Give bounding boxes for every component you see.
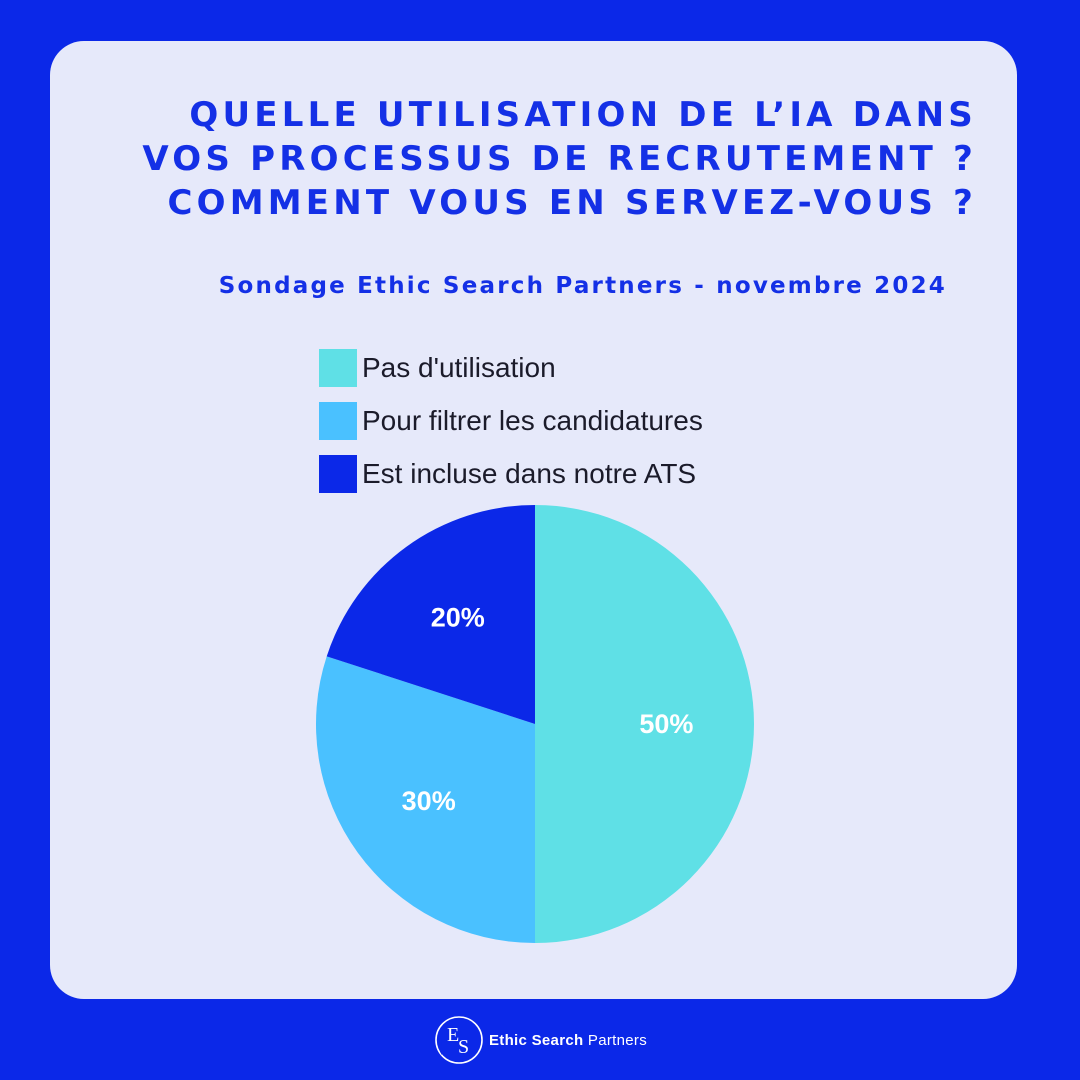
logo-letter-e: E: [447, 1024, 459, 1046]
pie-slice: [535, 505, 754, 943]
chart-subtitle: Sondage Ethic Search Partners - novembre…: [218, 273, 947, 299]
chart-title-line: QUELLE UTILISATION DE L’IA DANS: [189, 95, 977, 135]
legend-label: Pas d'utilisation: [362, 352, 556, 383]
pie-data-label: 50%: [639, 709, 693, 739]
pie-data-label: 20%: [431, 603, 485, 633]
chart-title-line: VOS PROCESSUS DE RECRUTEMENT ?: [142, 139, 977, 179]
brand-name-strong: Ethic Search: [488, 1031, 584, 1049]
legend-item: Pour filtrer les candidatures: [319, 402, 703, 440]
pie-chart: 50% 30% 20%: [316, 505, 754, 943]
footer-brand: E S Ethic Search Partners: [0, 1014, 1080, 1066]
legend-swatch: [319, 349, 357, 387]
legend-label: Est incluse dans notre ATS: [362, 458, 697, 489]
legend-swatch: [319, 455, 357, 493]
chart-title: QUELLE UTILISATION DE L’IA DANS VOS PROC…: [90, 93, 977, 225]
legend-item: Pas d'utilisation: [319, 349, 703, 387]
brand-name-rest: Partners: [583, 1031, 648, 1049]
pie-slice: [316, 656, 535, 943]
ethic-search-logo-icon: E S: [435, 1016, 483, 1064]
logo-letter-s: S: [458, 1036, 469, 1058]
chart-legend: Pas d'utilisation Pour filtrer les candi…: [319, 349, 703, 508]
legend-item: Est incluse dans notre ATS: [319, 455, 703, 493]
legend-swatch: [319, 402, 357, 440]
pie-slice: [326, 505, 535, 724]
legend-label: Pour filtrer les candidatures: [362, 405, 703, 436]
pie-data-label: 30%: [402, 786, 456, 816]
brand-name: Ethic Search Partners: [489, 1032, 647, 1049]
survey-card: QUELLE UTILISATION DE L’IA DANS VOS PROC…: [50, 41, 1017, 999]
chart-title-line: COMMENT VOUS EN SERVEZ-VOUS ?: [167, 183, 977, 223]
